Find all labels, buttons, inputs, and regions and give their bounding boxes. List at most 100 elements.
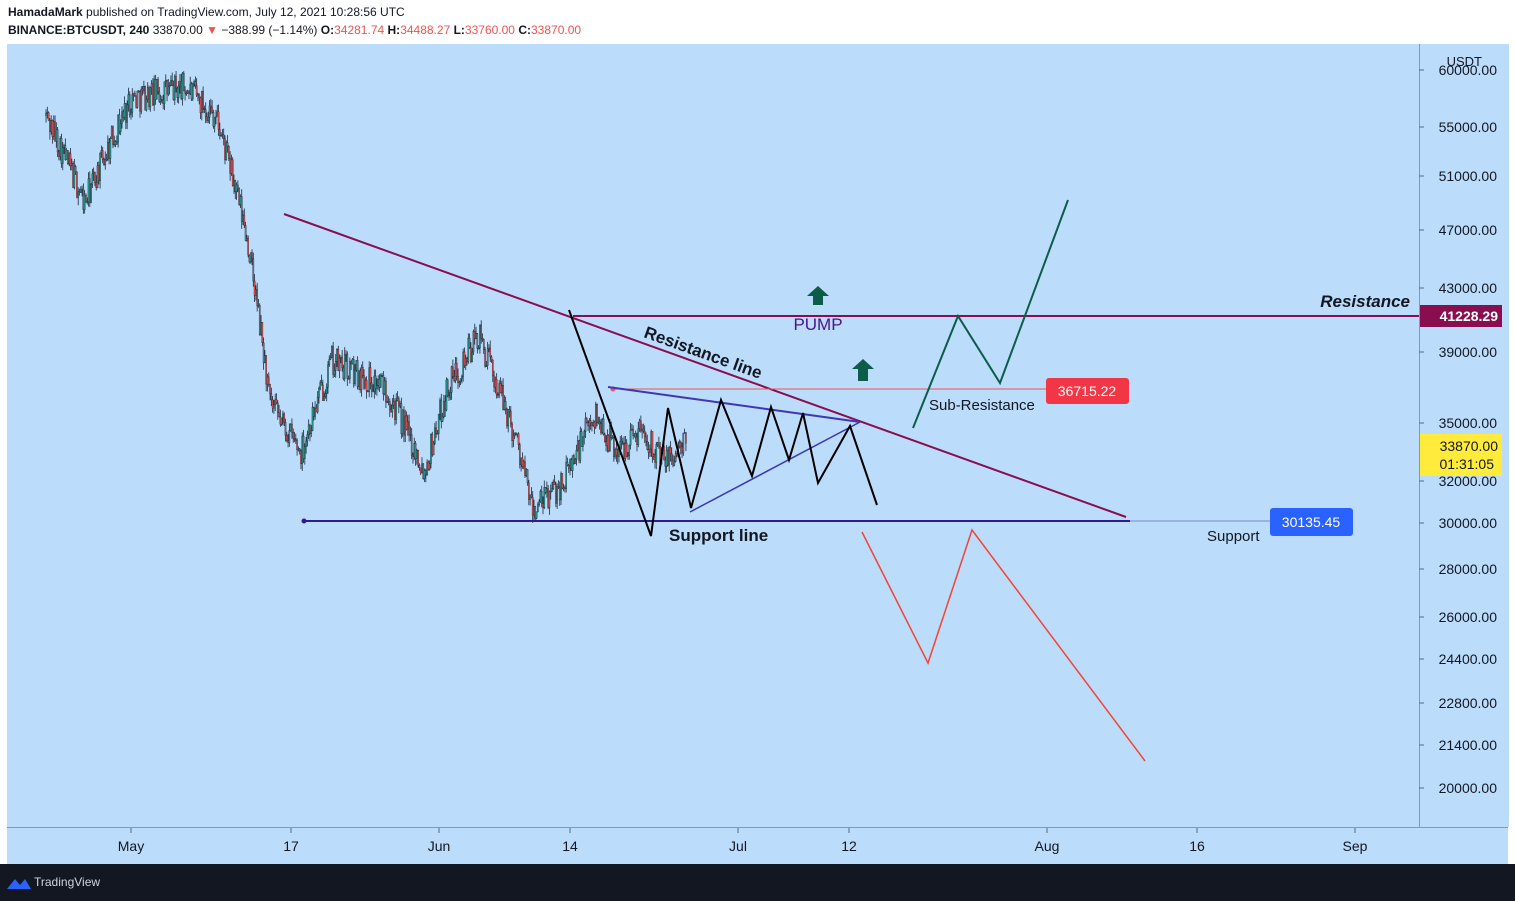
- candle-body: [634, 433, 637, 438]
- y-tick-label: 30000.00: [1439, 515, 1498, 531]
- candle-body: [76, 171, 78, 198]
- triangle-lower-line[interactable]: [689, 421, 861, 513]
- low-value: 33760.00: [464, 23, 515, 37]
- candle-body: [171, 80, 174, 86]
- candle-body: [128, 94, 131, 115]
- candle-body: [352, 359, 355, 384]
- candle-body: [531, 496, 534, 516]
- candle-body: [85, 194, 87, 203]
- wave-zigzag[interactable]: [568, 309, 878, 537]
- x-tick-label: May: [118, 838, 144, 854]
- candle-body: [528, 482, 530, 500]
- candle-body: [207, 117, 210, 121]
- candle-body: [271, 399, 274, 409]
- candle-body: [229, 158, 231, 174]
- candle-body: [576, 440, 579, 451]
- candle-body: [501, 385, 503, 394]
- support-badge[interactable]: [1270, 508, 1353, 536]
- candle-body: [566, 461, 569, 466]
- candle-body: [676, 453, 678, 456]
- candle-body: [77, 191, 80, 198]
- candle-body: [319, 382, 322, 389]
- candle-body: [543, 487, 546, 509]
- candle-body: [225, 142, 228, 161]
- candle-body: [226, 142, 229, 147]
- author-name[interactable]: HamadaMark: [8, 5, 83, 19]
- candle-body: [591, 422, 593, 426]
- candle-body: [551, 488, 553, 492]
- candle-body: [484, 349, 486, 367]
- candle-body: [309, 424, 311, 434]
- candle-body: [324, 393, 327, 397]
- candle-body: [96, 165, 99, 188]
- triangle-upper-line[interactable]: [607, 386, 861, 423]
- candle-body: [464, 358, 467, 366]
- candle-body: [190, 83, 193, 100]
- candle-body: [594, 404, 597, 428]
- low-label: L:: [453, 23, 465, 37]
- candle-body: [622, 442, 624, 445]
- candle-body: [636, 436, 638, 445]
- support-line-text: Support line: [669, 526, 768, 545]
- pump-arrow-icon-2: [852, 359, 874, 381]
- symbol-label[interactable]: BINANCE:BTCUSDT, 240: [8, 23, 150, 37]
- candle-body: [161, 99, 163, 101]
- candle-body: [256, 289, 258, 306]
- candle-body: [206, 116, 208, 121]
- current-price-badge[interactable]: [1420, 434, 1502, 476]
- candle-body: [173, 76, 176, 101]
- candle-body: [434, 427, 436, 444]
- candle-body: [243, 214, 246, 226]
- candle-body: [521, 457, 524, 467]
- candle-body: [681, 446, 683, 454]
- candle-body: [628, 444, 631, 456]
- candle-body: [437, 414, 440, 434]
- candle-body: [356, 360, 359, 387]
- candle-body: [679, 441, 682, 448]
- candle-body: [649, 448, 651, 453]
- candle-body: [252, 258, 255, 282]
- candle-body: [407, 421, 409, 430]
- candle-body: [297, 448, 300, 451]
- candle-body: [481, 338, 484, 340]
- candle-body: [244, 225, 247, 241]
- candle-body: [533, 506, 535, 516]
- resistance-scale-badge[interactable]: [1420, 305, 1502, 327]
- candle-body: [461, 376, 463, 380]
- footer-brand[interactable]: TradingView: [34, 875, 101, 889]
- candle-body: [103, 159, 105, 166]
- candle-body: [186, 91, 189, 94]
- candle-body: [583, 431, 585, 437]
- candle-body: [502, 385, 504, 410]
- candle-body: [81, 188, 83, 191]
- candle-body: [398, 398, 400, 407]
- candle-body: [495, 379, 498, 396]
- y-tick-label: 21400.00: [1439, 737, 1498, 753]
- candle-body: [517, 433, 520, 445]
- bearish-scenario-path[interactable]: [861, 528, 1146, 762]
- candle-body: [383, 380, 386, 395]
- candle-body: [472, 331, 475, 353]
- candle-body: [373, 375, 376, 392]
- time-axis[interactable]: [7, 827, 1508, 865]
- bullish-scenario-path[interactable]: [912, 199, 1069, 429]
- candle-body: [202, 91, 204, 109]
- candle-body: [105, 158, 108, 161]
- candle-body: [242, 214, 244, 222]
- candle-body: [159, 99, 162, 102]
- candle-body: [323, 396, 325, 401]
- candle-body: [488, 347, 490, 350]
- candle-body: [51, 120, 54, 137]
- candle-body: [582, 436, 584, 447]
- candle-body: [427, 461, 430, 470]
- resistance-trend-line[interactable]: [283, 213, 1127, 518]
- candle-body: [562, 487, 565, 489]
- candle-body: [529, 494, 531, 500]
- candle-body: [567, 464, 570, 469]
- candle-body: [61, 147, 64, 164]
- candle-body: [369, 367, 372, 384]
- support-anchor[interactable]: [301, 518, 307, 524]
- plot-area[interactable]: [7, 44, 1419, 827]
- candle-body: [219, 129, 221, 136]
- sub-resistance-badge[interactable]: [1046, 378, 1129, 404]
